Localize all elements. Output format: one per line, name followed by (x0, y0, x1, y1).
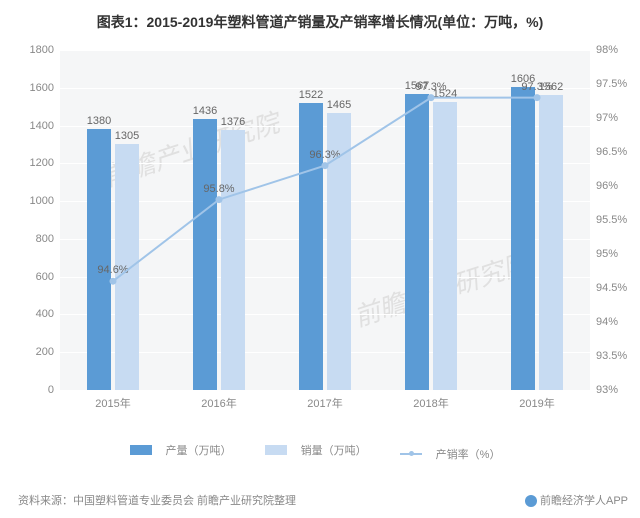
legend-ratio: 产销率（%） (400, 446, 511, 462)
y-left-tick: 1200 (14, 157, 54, 169)
y-left-tick: 400 (14, 308, 54, 320)
chart-title: 图表1：2015-2019年塑料管道产销量及产销率增长情况(单位：万吨，%) (0, 0, 640, 32)
y-right-tick: 95% (596, 248, 636, 260)
legend-production: 产量（万吨） (130, 442, 242, 458)
y-right-tick: 93% (596, 384, 636, 396)
y-left-tick: 1400 (14, 120, 54, 132)
x-tick: 2015年 (95, 395, 130, 411)
y-right-tick: 94% (596, 316, 636, 328)
y-right-tick: 97.5% (596, 78, 636, 90)
y-right-tick: 93.5% (596, 350, 636, 362)
y-left-tick: 800 (14, 233, 54, 245)
y-right-tick: 94.5% (596, 282, 636, 294)
y-left-tick: 1000 (14, 195, 54, 207)
y-left-tick: 1800 (14, 44, 54, 56)
y-right-tick: 98% (596, 44, 636, 56)
plot-background: 前瞻产业研究院 前瞻产业研究院 138013051436137615221465… (60, 50, 590, 390)
app-badge: 前瞻经济学人APP (525, 492, 628, 508)
x-tick: 2017年 (307, 395, 342, 411)
x-tick: 2019年 (519, 395, 554, 411)
y-right-tick: 96% (596, 180, 636, 192)
y-left-tick: 1600 (14, 82, 54, 94)
y-right-tick: 97% (596, 112, 636, 124)
y-right-tick: 95.5% (596, 214, 636, 226)
x-tick: 2016年 (201, 395, 236, 411)
app-badge-icon (525, 495, 537, 507)
legend: 产量（万吨） 销量（万吨） 产销率（%） (0, 442, 640, 462)
source-text: 资料来源：中国塑料管道专业委员会 前瞻产业研究院整理 (18, 492, 296, 508)
legend-sales: 销量（万吨） (265, 442, 377, 458)
x-tick: 2018年 (413, 395, 448, 411)
chart-area: 前瞻产业研究院 前瞻产业研究院 138013051436137615221465… (60, 50, 590, 420)
y-right-tick: 96.5% (596, 146, 636, 158)
y-left-tick: 0 (14, 384, 54, 396)
y-left-tick: 200 (14, 346, 54, 358)
ratio-line (60, 50, 590, 390)
y-left-tick: 600 (14, 271, 54, 283)
